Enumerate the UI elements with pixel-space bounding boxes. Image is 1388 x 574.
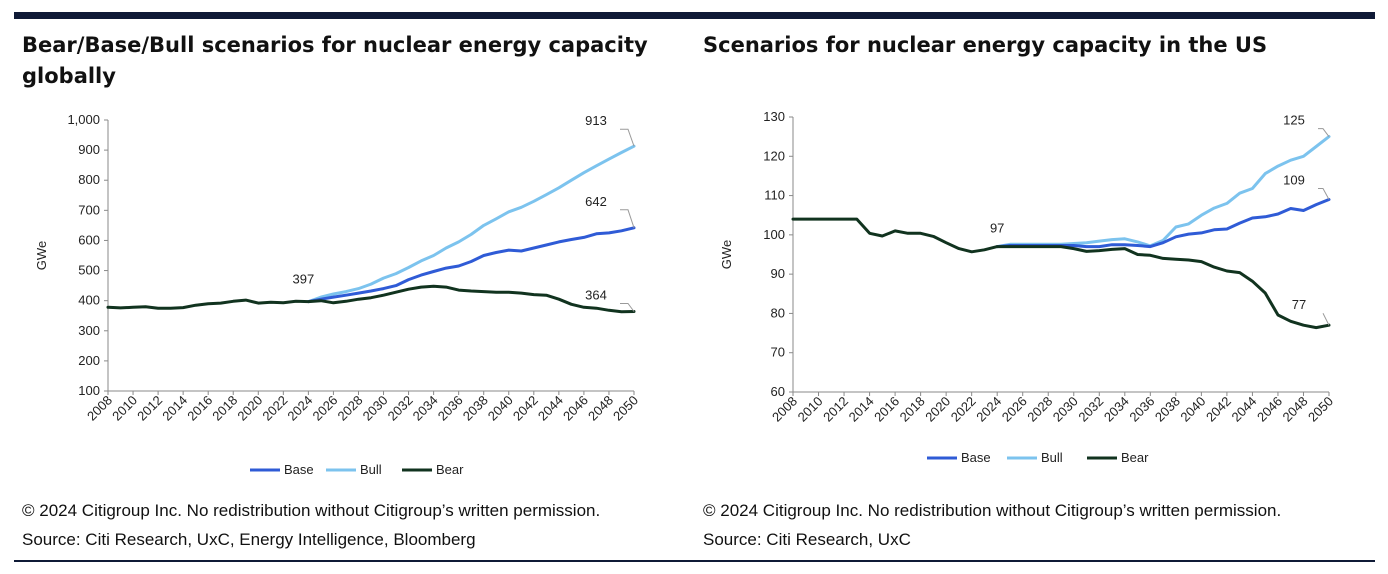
legend-label-bull: Bull — [360, 462, 382, 477]
x-tick-label: 2038 — [1152, 394, 1183, 425]
x-tick-label: 2012 — [134, 393, 165, 424]
x-tick-label: 2042 — [510, 393, 541, 424]
y-tick-label: 600 — [78, 232, 100, 247]
x-tick-label: 2046 — [1254, 394, 1285, 425]
x-tick-label: 2024 — [284, 393, 315, 424]
y-tick-label: 100 — [78, 383, 100, 398]
series-line-bear — [106, 284, 636, 314]
data-label-leader — [1318, 188, 1330, 200]
x-tick-label: 2034 — [1101, 394, 1132, 425]
data-label: 109 — [1283, 173, 1305, 188]
x-tick-label: 2016 — [184, 393, 215, 424]
y-tick-label: 100 — [763, 227, 785, 242]
x-tick-label: 2050 — [1305, 394, 1336, 425]
x-tick-label: 2010 — [109, 393, 140, 424]
data-label: 642 — [585, 194, 607, 209]
x-tick-label: 2044 — [535, 393, 566, 424]
x-tick-label: 2036 — [435, 393, 466, 424]
chart-title: Scenarios for nuclear energy capacity in… — [703, 33, 1268, 57]
x-tick-label: 2040 — [485, 393, 516, 424]
line-chart-global: 1002003004005006007008009001,00020082010… — [34, 112, 641, 477]
y-tick-label: 130 — [763, 109, 785, 124]
x-tick-label: 2020 — [922, 394, 953, 425]
x-tick-label: 2028 — [335, 393, 366, 424]
top-rule — [14, 12, 1375, 19]
data-label: 125 — [1283, 113, 1305, 128]
x-tick-label: 2026 — [999, 394, 1030, 425]
x-tick-label: 2038 — [460, 393, 491, 424]
legend-label-bear: Bear — [436, 462, 464, 477]
x-tick-label: 2020 — [234, 393, 265, 424]
x-tick-label: 2048 — [585, 393, 616, 424]
x-tick-label: 2030 — [360, 393, 391, 424]
line-chart-us: 6070809010011012013020082010201220142016… — [719, 109, 1336, 465]
x-tick-label: 2036 — [1126, 394, 1157, 425]
y-axis-label: GWe — [34, 241, 49, 270]
x-tick-label: 2026 — [309, 393, 340, 424]
data-label-leader — [1322, 312, 1330, 326]
x-tick-label: 2014 — [846, 394, 877, 425]
x-tick-label: 2014 — [159, 393, 190, 424]
copyright-note: © 2024 Citigroup Inc. No redistribution … — [703, 501, 1282, 520]
x-tick-label: 2022 — [259, 393, 290, 424]
x-tick-label: 2010 — [795, 394, 826, 425]
copyright-note: © 2024 Citigroup Inc. No redistribution … — [22, 501, 601, 520]
chart-panel-us: Scenarios for nuclear energy capacity in… — [703, 30, 1373, 555]
series-line-base — [306, 226, 636, 304]
y-tick-label: 80 — [771, 305, 785, 320]
y-tick-label: 500 — [78, 263, 100, 278]
x-tick-label: 2022 — [948, 394, 979, 425]
data-label: 97 — [990, 221, 1004, 236]
y-tick-label: 400 — [78, 293, 100, 308]
legend-label-base: Base — [961, 450, 991, 465]
legend-label-bear: Bear — [1121, 450, 1149, 465]
y-tick-label: 700 — [78, 202, 100, 217]
x-tick-label: 2012 — [820, 394, 851, 425]
legend-label-bull: Bull — [1041, 450, 1063, 465]
x-tick-label: 2028 — [1024, 394, 1055, 425]
series-line-bull — [306, 144, 636, 304]
x-tick-label: 2024 — [973, 394, 1004, 425]
data-label-leader — [620, 128, 635, 147]
y-tick-label: 200 — [78, 353, 100, 368]
data-label: 397 — [293, 272, 315, 287]
y-tick-label: 120 — [763, 148, 785, 163]
x-tick-label: 2030 — [1050, 394, 1081, 425]
chart-title: Bear/Base/Bull scenarios for nuclear ene… — [22, 33, 648, 88]
source-note: Source: Citi Research, UxC, Energy Intel… — [22, 530, 476, 549]
y-tick-label: 1,000 — [67, 112, 100, 127]
y-tick-label: 800 — [78, 172, 100, 187]
series-line-bull — [995, 135, 1331, 249]
series-line-bear — [791, 217, 1331, 330]
x-tick-label: 2018 — [209, 393, 240, 424]
x-tick-label: 2046 — [560, 393, 591, 424]
data-label-leader — [1318, 128, 1330, 137]
data-label: 364 — [585, 288, 607, 303]
y-tick-label: 900 — [78, 142, 100, 157]
data-label-leader — [620, 209, 635, 228]
x-tick-label: 2034 — [410, 393, 441, 424]
x-tick-label: 2042 — [1203, 394, 1234, 425]
data-label: 913 — [585, 113, 607, 128]
x-tick-label: 2018 — [897, 394, 928, 425]
x-tick-label: 2048 — [1280, 394, 1311, 425]
x-tick-label: 2040 — [1177, 394, 1208, 425]
x-tick-label: 2016 — [871, 394, 902, 425]
chart-panel-global: Bear/Base/Bull scenarios for nuclear ene… — [22, 30, 692, 555]
y-tick-label: 70 — [771, 345, 785, 360]
legend-label-base: Base — [284, 462, 314, 477]
y-tick-label: 60 — [771, 384, 785, 399]
y-axis-label: GWe — [719, 240, 734, 269]
data-label-leader — [620, 303, 635, 312]
x-tick-label: 2032 — [1075, 394, 1106, 425]
y-tick-label: 90 — [771, 266, 785, 281]
data-label: 77 — [1292, 297, 1306, 312]
y-tick-label: 110 — [764, 188, 785, 203]
x-tick-label: 2050 — [610, 393, 641, 424]
x-tick-label: 2044 — [1228, 394, 1259, 425]
source-note: Source: Citi Research, UxC — [703, 530, 911, 549]
x-tick-label: 2032 — [385, 393, 416, 424]
bottom-rule — [14, 560, 1375, 562]
y-tick-label: 300 — [78, 323, 100, 338]
